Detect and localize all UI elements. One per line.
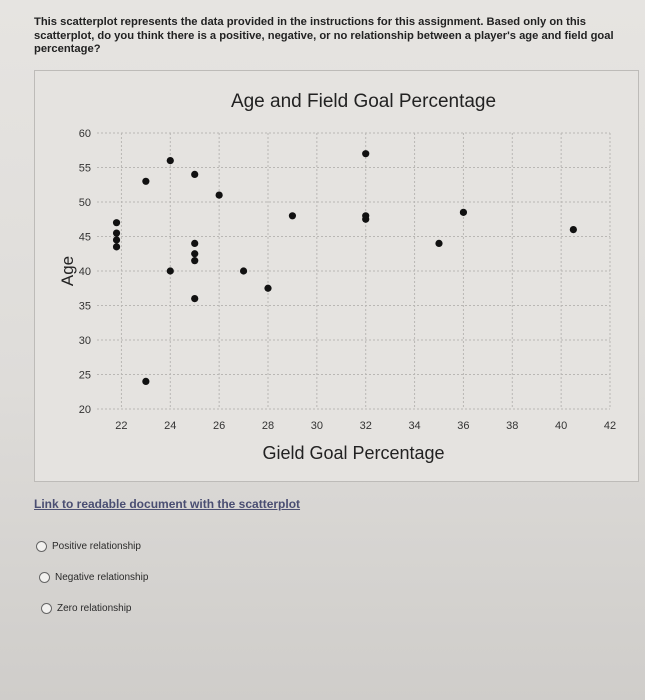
chart-title: Age and Field Goal Percentage bbox=[231, 91, 496, 112]
data-point-6 bbox=[166, 157, 174, 165]
option-positive[interactable]: Positive relationship bbox=[36, 538, 148, 554]
scatterplot-chart: Age and Field Goal Percentage 20 25 30 35 40 4… bbox=[58, 91, 616, 463]
data-point-17 bbox=[362, 150, 370, 158]
x-axis-label: Gield Goal Percentage bbox=[262, 443, 444, 463]
data-point-4 bbox=[142, 177, 150, 185]
y-tick-label-8: 60 bbox=[79, 128, 91, 140]
scatterplot-frame: Age and Field Goal Percentage 20 25 30 35 40 4… bbox=[34, 70, 639, 482]
data-point-11 bbox=[191, 257, 199, 265]
data-point-21 bbox=[459, 208, 468, 216]
y-tick-label-5: 45 bbox=[79, 232, 91, 244]
radio-negative[interactable] bbox=[39, 571, 50, 583]
data-point-1 bbox=[112, 229, 121, 237]
data-point-13 bbox=[215, 191, 223, 199]
data-point-3 bbox=[112, 243, 121, 251]
x-tick-label-0: 22 bbox=[115, 420, 127, 432]
option-zero-label: Zero relationship bbox=[57, 602, 132, 614]
y-tick-label-1: 25 bbox=[79, 370, 91, 382]
x-tick-label-4: 30 bbox=[311, 420, 323, 432]
data-point-14 bbox=[239, 267, 248, 275]
data-point-19 bbox=[362, 215, 370, 223]
data-point-7 bbox=[166, 267, 174, 275]
scatterplot-document-link[interactable]: Link to readable document with the scatt… bbox=[34, 497, 301, 511]
y-tick-label-4: 40 bbox=[79, 266, 91, 278]
option-negative-label: Negative relationship bbox=[55, 571, 149, 583]
data-point-10 bbox=[191, 250, 199, 258]
data-point-9 bbox=[191, 239, 199, 247]
answer-options: Positive relationship Negative relations… bbox=[36, 538, 148, 631]
radio-positive[interactable] bbox=[36, 540, 47, 552]
x-tick-label-7: 36 bbox=[457, 420, 469, 432]
question-text: This scatterplot represents the data pro… bbox=[34, 16, 614, 55]
y-tick-label-0: 20 bbox=[79, 404, 91, 416]
data-point-2 bbox=[112, 236, 121, 244]
y-tick-label-6: 50 bbox=[79, 197, 91, 209]
x-tick-label-6: 34 bbox=[408, 420, 420, 432]
x-tick-label-3: 28 bbox=[262, 420, 274, 432]
option-zero[interactable]: Zero relationship bbox=[41, 600, 148, 616]
data-point-20 bbox=[435, 239, 443, 247]
x-tick-label-9: 40 bbox=[555, 420, 567, 432]
data-point-16 bbox=[288, 212, 297, 220]
radio-zero[interactable] bbox=[41, 602, 52, 614]
option-negative[interactable]: Negative relationship bbox=[39, 569, 148, 585]
x-tick-label-2: 26 bbox=[213, 420, 225, 432]
data-point-22 bbox=[569, 226, 577, 234]
data-point-12 bbox=[191, 295, 199, 303]
option-positive-label: Positive relationship bbox=[52, 540, 141, 552]
y-tick-label-7: 55 bbox=[79, 163, 91, 175]
x-tick-label-5: 32 bbox=[360, 420, 372, 432]
x-tick-label-1: 24 bbox=[164, 420, 176, 432]
data-point-15 bbox=[264, 284, 272, 292]
x-tick-label-10: 42 bbox=[604, 420, 616, 432]
y-tick-label-2: 30 bbox=[79, 335, 91, 347]
y-tick-label-3: 35 bbox=[79, 301, 91, 313]
data-point-8 bbox=[191, 170, 199, 178]
data-point-5 bbox=[142, 377, 150, 385]
x-tick-label-8: 38 bbox=[506, 420, 518, 432]
y-axis-label: Age bbox=[58, 256, 77, 286]
data-point-0 bbox=[112, 219, 121, 227]
